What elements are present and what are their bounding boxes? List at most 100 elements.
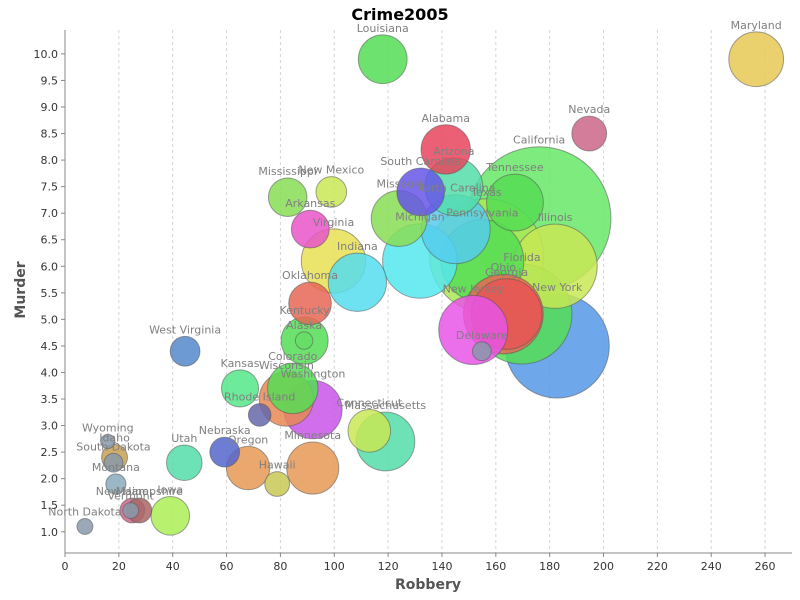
bubble-delaware bbox=[471, 341, 492, 362]
label-delaware: Delaware bbox=[456, 329, 508, 342]
label-maryland: Maryland bbox=[731, 19, 782, 32]
bubble-maryland bbox=[728, 31, 785, 88]
x-tick-label: 160 bbox=[485, 560, 506, 573]
y-tick-label: 8.5 bbox=[41, 128, 59, 141]
bubble-new-mexico bbox=[315, 176, 348, 208]
bubble-louisiana bbox=[357, 34, 408, 85]
y-tick-label: 6.0 bbox=[41, 260, 59, 273]
bubble-nevada bbox=[571, 115, 608, 152]
bubble-west-virginia bbox=[169, 335, 201, 367]
bubble-utah bbox=[165, 444, 203, 482]
label-hawaii: Hawaii bbox=[259, 459, 296, 472]
y-tick-label: 7.5 bbox=[41, 181, 59, 194]
bubble-wyoming bbox=[100, 433, 116, 450]
x-tick-label: 20 bbox=[112, 560, 126, 573]
x-tick-label: 180 bbox=[539, 560, 560, 573]
label-alabama: Alabama bbox=[421, 112, 470, 125]
label-new-hampshire: New Hampshire bbox=[96, 485, 183, 498]
x-tick-label: 40 bbox=[166, 560, 180, 573]
bubble-alabama bbox=[420, 124, 471, 175]
bubble-iowa bbox=[150, 496, 191, 536]
label-south-carolina: South Carolina bbox=[380, 155, 461, 168]
bubble-mississippi bbox=[267, 177, 308, 218]
label-nevada: Nevada bbox=[568, 103, 610, 116]
bubble-layer bbox=[76, 31, 785, 536]
label-washington: Washington bbox=[281, 368, 346, 381]
label-indiana: Indiana bbox=[337, 240, 378, 253]
label-nebraska: Nebraska bbox=[199, 424, 251, 437]
y-tick-label: 2.0 bbox=[41, 473, 59, 486]
label-minnesota: Minnesota bbox=[284, 429, 341, 442]
label-utah: Utah bbox=[171, 432, 197, 445]
label-tennessee: Tennessee bbox=[485, 161, 544, 174]
label-alaska: Alaska bbox=[286, 319, 322, 332]
y-tick-label: 5.0 bbox=[41, 313, 59, 326]
label-georgia: Georgia bbox=[485, 266, 528, 279]
bubble-south-carolina bbox=[396, 167, 445, 217]
label-idaho: Idaho bbox=[99, 431, 130, 444]
label-oklahoma: Oklahoma bbox=[282, 269, 338, 282]
chart-title: Crime2005 bbox=[351, 5, 448, 24]
y-tick-label: 1.0 bbox=[41, 526, 59, 539]
label-ohio: Ohio bbox=[491, 261, 517, 274]
label-kentucky: Kentucky bbox=[280, 304, 331, 317]
x-tick-label: 260 bbox=[755, 560, 776, 573]
axis-layer: 0 20 40 60 80 100 120 140 160 180 200 220 240 260 1.0 1… bbox=[34, 30, 792, 573]
y-tick-label: 6.5 bbox=[41, 234, 59, 247]
x-tick-label: 80 bbox=[273, 560, 287, 573]
bubble-montana bbox=[105, 473, 127, 495]
y-tick-label: 2.5 bbox=[41, 446, 59, 459]
label-oregon: Oregon bbox=[228, 433, 268, 446]
label-arkansas: Arkansas bbox=[285, 197, 335, 210]
label-wyoming: Wyoming bbox=[82, 421, 134, 434]
x-tick-label: 120 bbox=[378, 560, 399, 573]
label-montana: Montana bbox=[92, 461, 140, 474]
label-virginia: Virginia bbox=[313, 216, 354, 229]
x-tick-label: 140 bbox=[431, 560, 452, 573]
y-tick-label: 1.5 bbox=[41, 499, 59, 512]
x-tick-label: 0 bbox=[62, 560, 69, 573]
label-colorado: Colorado bbox=[268, 350, 317, 363]
bubble-kansas bbox=[220, 369, 260, 408]
label-arizona: Arizona bbox=[433, 145, 474, 158]
bubble-south-dakota bbox=[103, 452, 124, 473]
x-tick-label: 220 bbox=[647, 560, 668, 573]
bubble-connecticut bbox=[347, 409, 392, 453]
label-illinois: Illinois bbox=[538, 211, 573, 224]
label-kansas: Kansas bbox=[221, 357, 260, 370]
label-missouri: Missouri bbox=[377, 178, 422, 191]
y-tick-label: 5.5 bbox=[41, 287, 59, 300]
bubble-colorado bbox=[267, 362, 319, 415]
x-axis-title: Robbery bbox=[395, 577, 461, 593]
label-north-dakota: North Dakota bbox=[48, 506, 121, 519]
bubble-hawaii bbox=[264, 471, 291, 497]
x-tick-label: 200 bbox=[593, 560, 614, 573]
bubble-minnesota bbox=[286, 441, 340, 495]
y-tick-label: 9.0 bbox=[41, 101, 59, 114]
label-rhode-island: Rhode Island bbox=[224, 391, 295, 404]
label-iowa: Iowa bbox=[157, 484, 183, 497]
x-tick-label: 60 bbox=[220, 560, 234, 573]
label-layer: Alabama Alaska Arizona Arkansas California Co… bbox=[48, 19, 781, 519]
bubble-alaska bbox=[294, 331, 314, 350]
y-tick-label: 9.5 bbox=[41, 74, 59, 87]
label-mississippi: Mississippi bbox=[258, 165, 317, 178]
bubble-rhode-island bbox=[247, 403, 272, 427]
label-maine: Maine bbox=[116, 485, 149, 498]
y-tick-label: 4.0 bbox=[41, 366, 59, 379]
bubble-nebraska bbox=[209, 436, 241, 468]
bubble-vermont bbox=[122, 502, 140, 519]
label-west-virginia: West Virginia bbox=[149, 323, 221, 336]
x-tick-label: 240 bbox=[701, 560, 722, 573]
label-new-mexico: New Mexico bbox=[298, 164, 364, 177]
label-pennsylvania: Pennsylvania bbox=[446, 207, 518, 220]
label-california: California bbox=[513, 134, 565, 147]
label-michigan: Michigan bbox=[395, 211, 444, 224]
bubble-indiana bbox=[327, 252, 388, 312]
y-tick-label: 8.0 bbox=[41, 154, 59, 167]
label-florida: Florida bbox=[503, 251, 540, 264]
label-south-dakota: South Dakota bbox=[76, 440, 150, 453]
bubble-tennessee bbox=[486, 173, 544, 232]
